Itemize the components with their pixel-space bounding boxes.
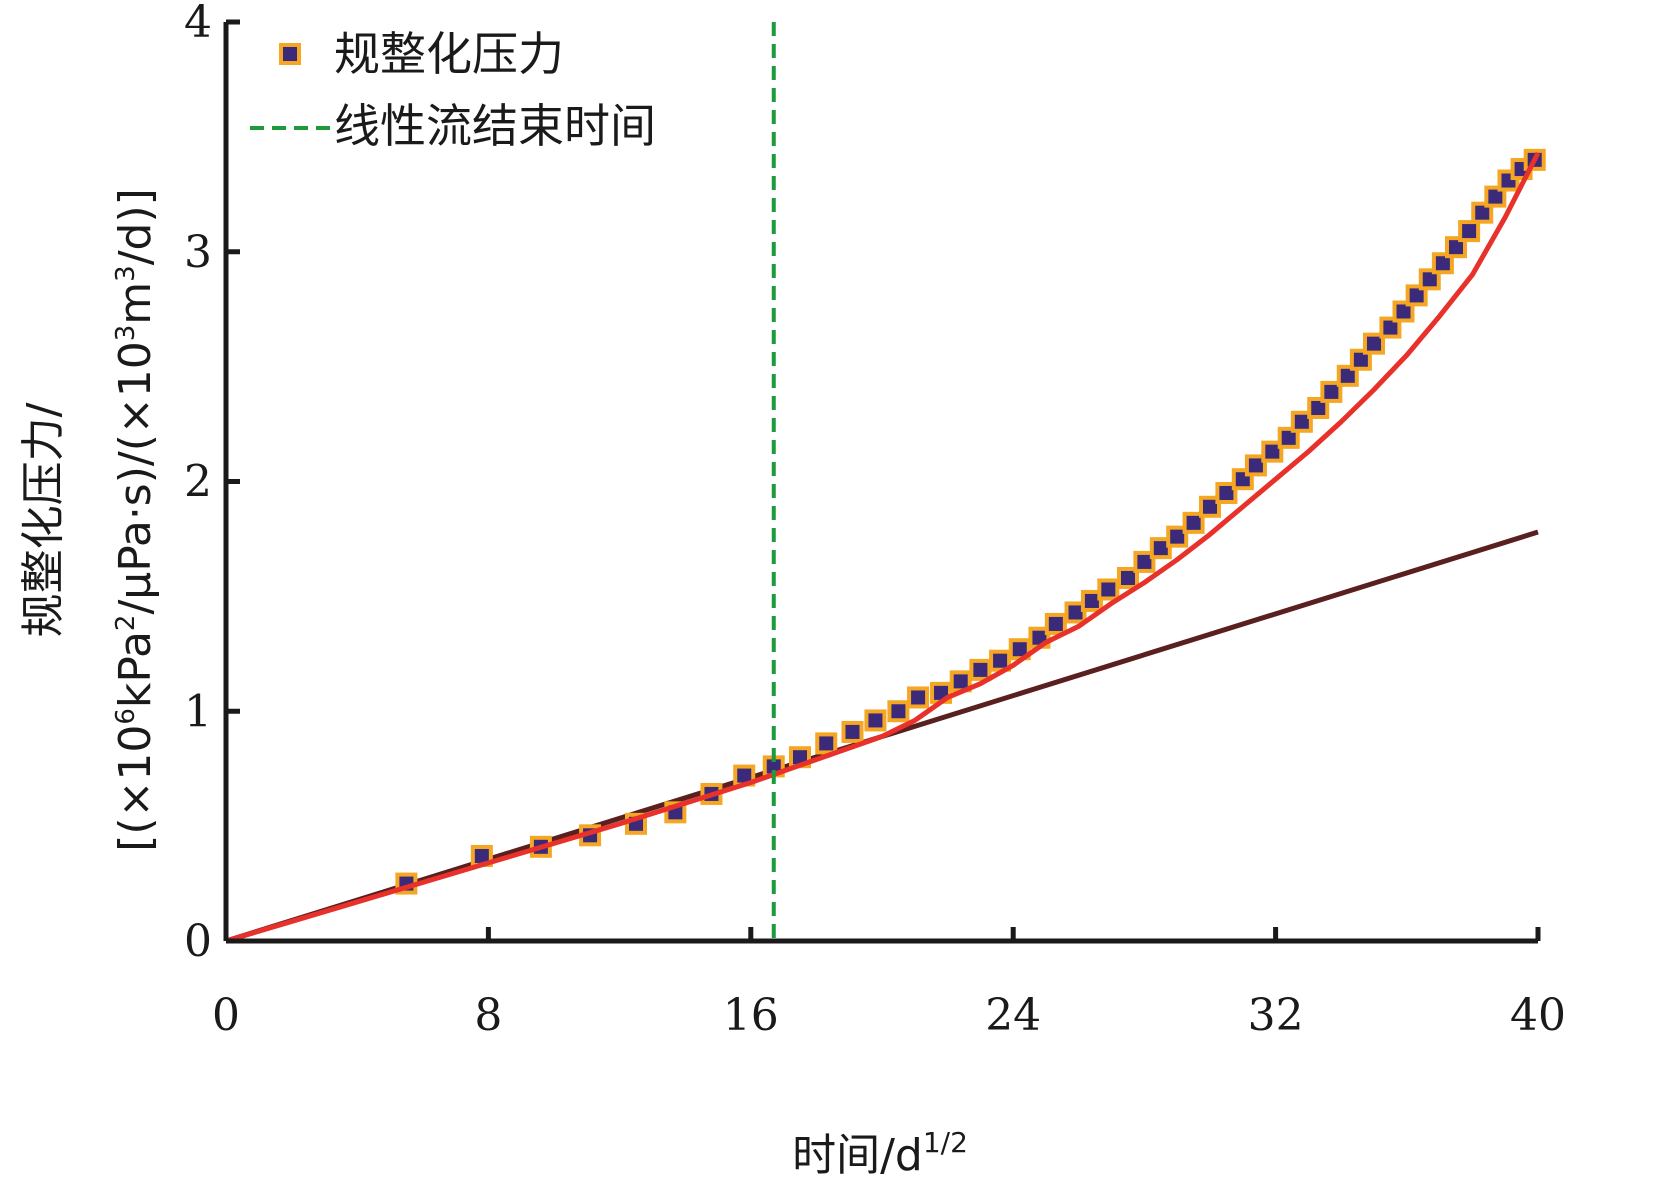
x-axis-title-sup: 1/2 bbox=[923, 1126, 968, 1159]
ylabel-sup-1: 6 bbox=[111, 708, 141, 725]
data-point bbox=[1418, 268, 1441, 291]
data-point bbox=[1363, 332, 1385, 355]
data-point bbox=[1277, 426, 1300, 449]
data-point bbox=[907, 686, 930, 709]
y-axis-title-line1: 规整化压力/ bbox=[18, 402, 69, 637]
data-point bbox=[1064, 601, 1087, 624]
data-point bbox=[1166, 525, 1189, 548]
data-point bbox=[1405, 284, 1428, 307]
data-point bbox=[1290, 410, 1313, 433]
data-point bbox=[1215, 481, 1238, 504]
legend-label-normalized-pressure: 规整化压力 bbox=[334, 27, 564, 81]
y-tick-label: 2 bbox=[184, 457, 212, 508]
legend-marker-normalized-pressure bbox=[279, 43, 301, 65]
y-axis-title-line2: [(×106kPa2/μPa·s)/(×103m3/d)] bbox=[110, 188, 161, 852]
x-tick-label: 8 bbox=[474, 990, 502, 1041]
data-point bbox=[1080, 589, 1103, 612]
ylabel-part-8: /d)] bbox=[110, 188, 161, 265]
axes-layer: 0 8 16 24 32 40 0 1 2 3 4 bbox=[184, 0, 1566, 1041]
y-tick-label: 3 bbox=[184, 227, 212, 278]
ylabel-part-0: [(×10 bbox=[110, 725, 161, 852]
data-point bbox=[1307, 396, 1330, 419]
data-point bbox=[1097, 578, 1120, 601]
ylabel-sup-7: 3 bbox=[111, 265, 141, 282]
data-point bbox=[1445, 236, 1467, 259]
x-tick-label: 16 bbox=[723, 990, 779, 1041]
data-point bbox=[841, 720, 864, 743]
data-point bbox=[1336, 364, 1359, 387]
x-tick-label: 40 bbox=[1510, 990, 1566, 1041]
data-point bbox=[1244, 454, 1267, 477]
x-axis-title-main: 时间/d bbox=[792, 1130, 923, 1181]
data-point bbox=[1199, 495, 1221, 518]
data-point bbox=[1320, 380, 1343, 403]
data-point bbox=[989, 649, 1012, 672]
data-point bbox=[1431, 252, 1454, 275]
data-point bbox=[1379, 316, 1402, 339]
ylabel-sup-3: 2 bbox=[111, 615, 141, 632]
data-point bbox=[1349, 348, 1372, 371]
y-tick-label: 4 bbox=[184, 0, 212, 48]
ylabel-sup-5: 3 bbox=[111, 325, 141, 342]
x-tick-label: 24 bbox=[985, 990, 1041, 1041]
data-point bbox=[1117, 566, 1139, 589]
data-point bbox=[1149, 537, 1172, 560]
data-point bbox=[864, 709, 887, 732]
data-point bbox=[1471, 201, 1494, 224]
x-axis-title: 时间/d1/2 bbox=[792, 1126, 968, 1181]
y-axis-title: 规整化压力/ [(×106kPa2/μPa·s)/(×103m3/d)] bbox=[18, 188, 161, 852]
ylabel-part-6: m bbox=[110, 282, 161, 325]
data-point bbox=[1392, 300, 1415, 323]
x-tick-label: 32 bbox=[1248, 990, 1304, 1041]
data-point bbox=[1182, 511, 1205, 534]
legend-label-linear-flow-end: 线性流结束时间 bbox=[334, 99, 656, 153]
data-point bbox=[887, 700, 910, 723]
data-point bbox=[1261, 440, 1284, 463]
data-point bbox=[815, 732, 838, 755]
fit-curve-line bbox=[225, 151, 1541, 944]
data-point bbox=[1044, 612, 1067, 635]
data-point bbox=[969, 658, 992, 681]
ylabel-part-2: kPa bbox=[110, 631, 161, 708]
y-tick-label: 0 bbox=[184, 916, 212, 967]
data-point bbox=[1133, 550, 1156, 573]
x-tick-label: 0 bbox=[212, 990, 240, 1041]
y-tick-label: 1 bbox=[184, 686, 212, 737]
data-point bbox=[1484, 185, 1507, 208]
ylabel-part-4: /μPa·s)/(×10 bbox=[110, 341, 161, 614]
data-point bbox=[1458, 220, 1481, 243]
data-layer bbox=[225, 22, 1546, 944]
